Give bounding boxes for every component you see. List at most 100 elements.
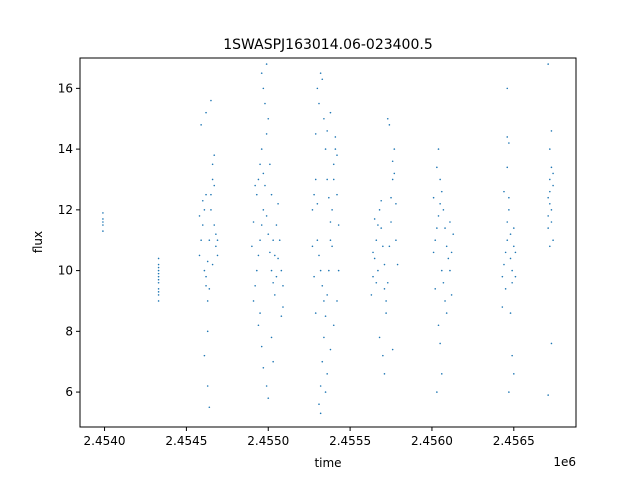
data-point — [337, 224, 340, 226]
data-point — [549, 202, 551, 205]
data-point — [444, 300, 446, 302]
data-point — [262, 87, 265, 90]
y-tick-label: 16 — [58, 81, 73, 95]
data-point — [316, 239, 319, 242]
data-point — [319, 412, 322, 415]
data-point — [385, 312, 387, 314]
data-point — [321, 78, 324, 81]
data-point — [206, 260, 209, 263]
data-point — [508, 209, 510, 211]
data-point — [157, 291, 160, 293]
data-point — [337, 269, 340, 272]
data-point — [512, 373, 515, 375]
x-axis-offset-label: 1e6 — [553, 455, 576, 469]
data-point — [447, 257, 450, 260]
data-point — [259, 239, 261, 242]
data-point — [215, 245, 217, 248]
data-point — [334, 136, 337, 138]
data-point — [323, 300, 325, 302]
data-point — [200, 239, 202, 242]
data-point — [452, 233, 455, 235]
data-point — [270, 269, 273, 272]
data-point — [260, 345, 263, 348]
data-point — [157, 272, 160, 275]
data-point — [323, 117, 325, 120]
data-point — [547, 196, 549, 199]
data-point — [102, 218, 104, 220]
data-point — [331, 209, 333, 211]
data-point — [259, 312, 261, 314]
data-point — [270, 193, 273, 196]
data-point — [442, 281, 445, 284]
data-point — [260, 72, 263, 74]
data-point — [280, 315, 283, 317]
data-point — [329, 239, 332, 242]
x-tick-label: 2.4540 — [84, 434, 126, 448]
data-point — [213, 224, 216, 226]
data-point — [216, 239, 219, 242]
data-point — [373, 218, 376, 220]
data-point — [201, 224, 204, 226]
data-point — [326, 130, 328, 132]
data-point — [251, 245, 253, 248]
data-point — [262, 209, 265, 211]
data-point — [383, 288, 386, 290]
data-point — [269, 251, 271, 254]
data-point — [440, 373, 443, 375]
data-point — [282, 306, 284, 308]
data-point — [252, 221, 255, 223]
data-point — [388, 124, 391, 126]
data-point — [508, 142, 510, 144]
y-tick-label: 14 — [58, 142, 73, 156]
data-point — [254, 284, 256, 287]
data-point — [549, 178, 551, 181]
data-point — [383, 373, 386, 375]
data-point — [311, 245, 314, 248]
data-point — [336, 154, 338, 156]
data-point — [213, 184, 216, 187]
data-point — [550, 221, 553, 223]
data-point — [326, 294, 328, 296]
data-point — [509, 233, 512, 235]
x-axis-label: time — [314, 456, 341, 470]
data-point — [265, 63, 268, 65]
x-axis-ticks: 2.4540 2.4545 2.4550 2.4555 2.4560 2.4565 — [84, 427, 535, 448]
data-point — [262, 366, 265, 369]
data-point — [205, 193, 207, 196]
data-point — [445, 312, 448, 314]
data-point — [203, 269, 206, 272]
data-point — [280, 269, 283, 272]
data-point — [264, 184, 266, 187]
data-point — [210, 209, 212, 211]
data-point — [509, 312, 512, 314]
x-tick-label: 2.4555 — [329, 434, 371, 448]
data-point — [334, 148, 337, 150]
data-point — [157, 266, 160, 269]
y-tick-label: 8 — [65, 324, 73, 338]
data-point — [550, 130, 553, 132]
data-point — [386, 117, 389, 120]
data-point — [157, 288, 160, 290]
data-point — [449, 269, 451, 272]
data-point — [257, 324, 260, 327]
data-point — [157, 257, 160, 260]
data-point — [313, 193, 315, 196]
data-point — [216, 254, 219, 257]
data-point — [506, 166, 509, 169]
x-tick-label: 2.4550 — [247, 434, 289, 448]
data-point — [375, 281, 378, 284]
data-point — [375, 239, 378, 242]
data-point — [331, 245, 333, 248]
data-point — [552, 184, 554, 187]
data-point — [201, 199, 204, 202]
data-point — [318, 403, 320, 406]
y-tick-label: 12 — [58, 203, 73, 217]
data-point — [373, 257, 376, 260]
data-point — [314, 178, 317, 181]
data-point — [314, 133, 317, 135]
data-point — [324, 148, 327, 150]
data-point — [255, 269, 258, 272]
data-point — [205, 275, 207, 278]
data-point — [329, 111, 332, 114]
